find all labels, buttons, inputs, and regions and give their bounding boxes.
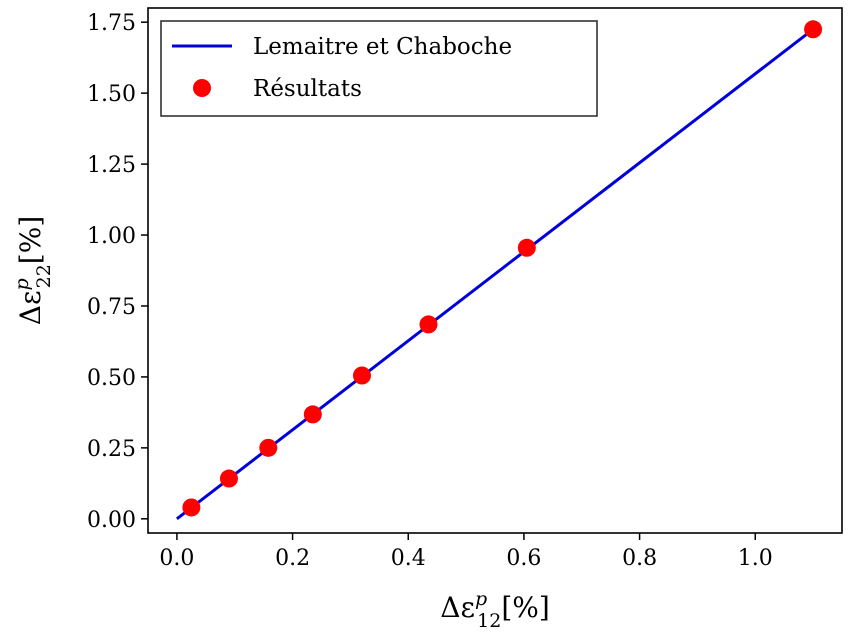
data-point (259, 438, 278, 457)
y-axis: 0.00 0.25 0.50 0.75 1.00 1.25 1.50 1.75 (87, 11, 148, 533)
legend-label-scatter: Résultats (253, 76, 362, 102)
y-tick-label: 1.25 (87, 153, 136, 178)
y-tick-label: 0.50 (87, 366, 136, 391)
y-axis-label-unit: [%] (14, 216, 47, 264)
x-tick-label: 0.6 (506, 546, 541, 571)
scatter-series-layer (182, 20, 823, 517)
y-tick-label: 0.75 (87, 295, 136, 320)
y-axis-label: Δεp22[%] (11, 216, 55, 326)
legend-box (160, 20, 598, 117)
x-axis-label-unit: [%] (501, 591, 549, 624)
data-point (419, 315, 438, 334)
x-tick-label: 0.0 (159, 546, 194, 571)
x-axis-label-sup: p (475, 588, 487, 610)
x-axis-label: Δεp 12[%] (440, 588, 550, 632)
y-tick-label: 1.00 (87, 224, 136, 249)
legend-label-line: Lemaitre et Chaboche (253, 34, 512, 60)
y-tick-label: 1.75 (87, 11, 136, 36)
x-tick-label: 1.0 (738, 546, 773, 571)
data-point (517, 238, 536, 257)
x-axis-label-sub: 12 (477, 610, 501, 632)
legend-marker-swatch (193, 79, 211, 97)
x-tick-label: 0.8 (622, 546, 657, 571)
plot-frame (147, 7, 843, 534)
data-point (182, 498, 201, 517)
y-tick-label: 1.50 (87, 82, 136, 107)
y-axis-label-base: Δε (14, 291, 47, 326)
legend: Lemaitre et Chaboche Résultats (160, 20, 598, 117)
data-point (804, 20, 823, 39)
line-series-layer (176, 28, 814, 520)
y-tick-label: 0.25 (87, 437, 136, 462)
x-axis-label-base: Δε (440, 591, 475, 624)
y-axis-label-sub: 22 (33, 264, 55, 288)
x-tick-label: 0.2 (275, 546, 310, 571)
data-point (352, 366, 371, 385)
data-point (219, 469, 238, 488)
x-axis: 0.0 0.2 0.4 0.6 0.8 1.0 (159, 533, 773, 571)
y-tick-label: 0.00 (87, 508, 136, 533)
y-axis-label-sup: p (11, 278, 33, 290)
x-tick-label: 0.4 (391, 546, 426, 571)
series-line (176, 28, 814, 520)
data-point (303, 405, 322, 424)
